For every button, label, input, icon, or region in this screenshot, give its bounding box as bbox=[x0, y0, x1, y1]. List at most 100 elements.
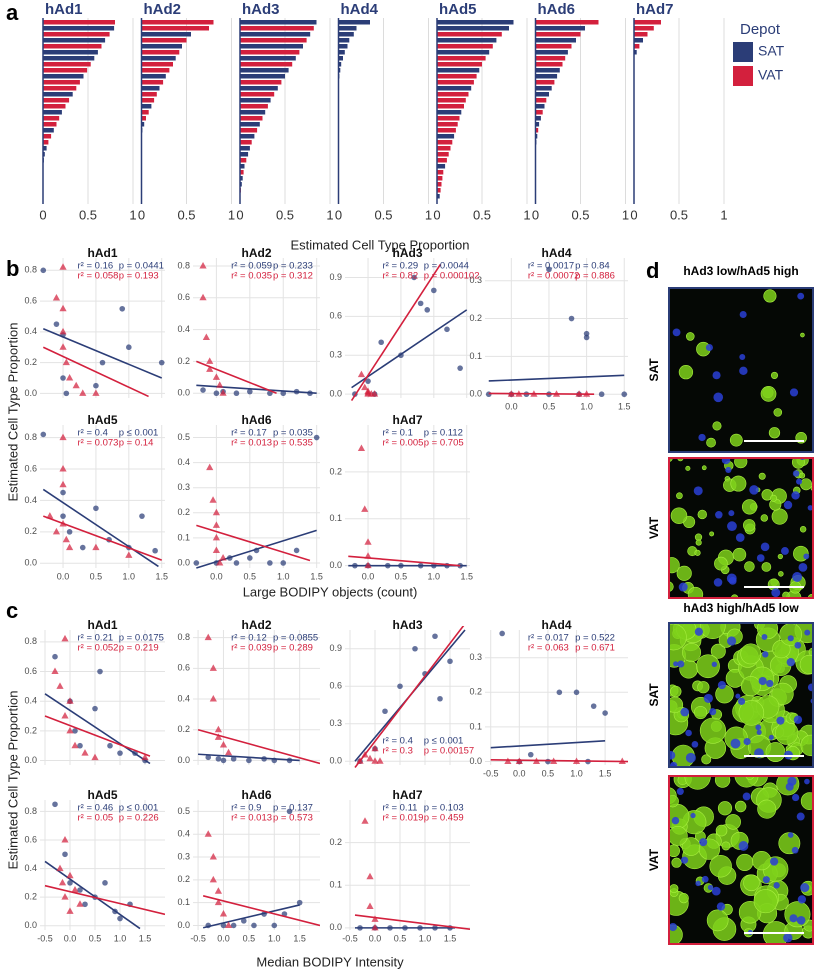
panel-label: a bbox=[6, 0, 19, 25]
bar bbox=[437, 26, 509, 31]
data-point bbox=[152, 547, 158, 554]
stat-annotation: p = 0.886 bbox=[575, 271, 615, 282]
lipid-droplet bbox=[753, 889, 778, 914]
data-point bbox=[212, 533, 220, 541]
nucleus bbox=[761, 633, 768, 640]
bar bbox=[437, 194, 440, 199]
stat-annotation: r² = 0.035 bbox=[231, 271, 272, 282]
lipid-droplet bbox=[696, 654, 720, 679]
chart-title: hAd6 bbox=[242, 788, 272, 802]
data-point bbox=[214, 887, 222, 894]
data-point bbox=[382, 708, 388, 715]
y-tick-label: 0.8 bbox=[177, 260, 190, 270]
lipid-droplet bbox=[685, 332, 695, 341]
x-tick-label: 1 bbox=[720, 207, 727, 222]
bar bbox=[141, 62, 173, 67]
bar bbox=[43, 74, 84, 79]
nucleus bbox=[701, 875, 709, 883]
x-tick-label: 0 bbox=[630, 207, 637, 222]
data-point bbox=[431, 287, 437, 294]
y-tick-label: 0.6 bbox=[24, 834, 37, 844]
data-point bbox=[212, 508, 220, 516]
nucleus bbox=[685, 729, 692, 737]
x-tick-label: 0.5 bbox=[543, 401, 556, 411]
image-label: VAT bbox=[647, 848, 661, 871]
nucleus bbox=[739, 310, 747, 318]
y-tick-label: 0.2 bbox=[469, 687, 482, 697]
data-point bbox=[66, 726, 74, 734]
bar bbox=[437, 152, 449, 157]
chart-title: hAd3 bbox=[242, 1, 280, 18]
stat-annotation: r² = 0.073 bbox=[78, 438, 119, 449]
data-point bbox=[219, 910, 228, 917]
lipid-droplet bbox=[701, 754, 712, 765]
data-point bbox=[424, 307, 431, 313]
y-tick-label: 0.1 bbox=[177, 532, 190, 542]
bar bbox=[240, 134, 255, 139]
bar bbox=[240, 38, 307, 43]
nucleus bbox=[676, 787, 684, 795]
bar bbox=[338, 68, 341, 73]
y-tick-label: 0.0 bbox=[177, 920, 190, 930]
bar bbox=[535, 26, 585, 31]
x-tick-label: 0.0 bbox=[505, 401, 518, 411]
legend-swatch bbox=[733, 66, 753, 86]
chart-title: hAd1 bbox=[88, 246, 118, 260]
data-point bbox=[59, 433, 67, 441]
bar bbox=[240, 122, 260, 127]
y-tick-label: 0.3 bbox=[329, 718, 342, 728]
nucleus bbox=[717, 681, 727, 690]
nucleus bbox=[671, 816, 680, 825]
nucleus bbox=[735, 693, 741, 699]
bar bbox=[43, 152, 45, 157]
nucleus bbox=[739, 353, 746, 360]
bar bbox=[437, 74, 477, 79]
chart-title: hAd2 bbox=[242, 246, 272, 260]
data-point bbox=[52, 801, 58, 808]
stat-annotation: r² = 0.063 bbox=[528, 643, 569, 654]
y-tick-label: 0.0 bbox=[24, 755, 37, 765]
stat-annotation: p = 0.137 bbox=[273, 803, 313, 814]
nucleus bbox=[783, 933, 793, 943]
data-point bbox=[77, 742, 83, 749]
bar bbox=[43, 20, 115, 25]
lipid-droplet bbox=[670, 507, 688, 524]
lipid-droplet bbox=[777, 553, 783, 560]
bar bbox=[535, 32, 581, 37]
stat-annotation: r² = 0.052 bbox=[78, 643, 119, 654]
lipid-droplet bbox=[770, 654, 792, 677]
lipid-droplet bbox=[699, 622, 726, 639]
bar bbox=[437, 116, 460, 121]
stat-annotation: p = 0.671 bbox=[575, 643, 615, 654]
stat-annotation: p = 0.219 bbox=[119, 643, 159, 654]
data-point bbox=[233, 560, 240, 566]
bar bbox=[43, 92, 73, 97]
data-point bbox=[66, 529, 73, 535]
bar bbox=[437, 158, 447, 163]
data-point bbox=[77, 887, 83, 893]
regression-line bbox=[42, 488, 159, 568]
data-point bbox=[365, 378, 371, 384]
bar bbox=[240, 20, 317, 25]
bar bbox=[634, 38, 643, 43]
stat-annotation: p = 0.535 bbox=[273, 438, 313, 449]
data-point bbox=[371, 915, 379, 922]
data-point bbox=[361, 817, 369, 824]
bar bbox=[240, 164, 245, 169]
y-tick-label: 0.5 bbox=[177, 806, 190, 816]
stat-annotation: r² = 0.82 bbox=[383, 271, 419, 282]
y-tick-label: 0.6 bbox=[177, 663, 190, 673]
micrograph-border bbox=[668, 287, 814, 453]
nucleus bbox=[756, 554, 765, 562]
bar bbox=[43, 116, 60, 121]
x-tick-label: 0.5 bbox=[571, 207, 589, 222]
plot-area bbox=[193, 800, 320, 930]
y-tick-label: 0.8 bbox=[24, 432, 37, 442]
y-tick-label: 0.1 bbox=[469, 721, 482, 731]
lipid-droplet bbox=[773, 408, 783, 417]
lipid-droplet bbox=[800, 734, 814, 757]
stat-annotation: r² = 0.058 bbox=[78, 271, 119, 282]
data-point bbox=[206, 463, 214, 471]
y-tick-label: 0.6 bbox=[24, 463, 37, 473]
